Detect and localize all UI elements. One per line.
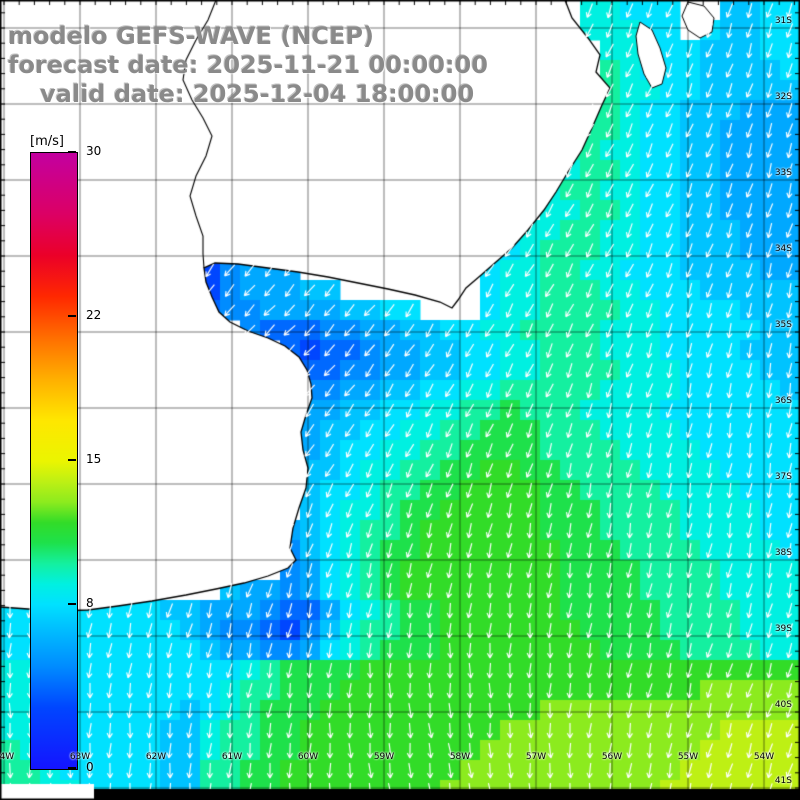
colorbar-tick-mark (68, 459, 76, 461)
colorbar-tick-label: 22 (86, 308, 102, 323)
colorbar-tick-label: 30 (86, 144, 102, 158)
colorbar-tick-mark (68, 151, 76, 153)
colorbar-tick-label: 15 (86, 452, 102, 466)
colorbar-tick-label: 0 (86, 760, 94, 774)
colorbar-tick-mark (68, 767, 76, 769)
colorbar-tick-label: 8 (86, 595, 94, 610)
colorbar-tick-mark (68, 315, 76, 318)
colorbar-tick-mark (68, 602, 76, 605)
